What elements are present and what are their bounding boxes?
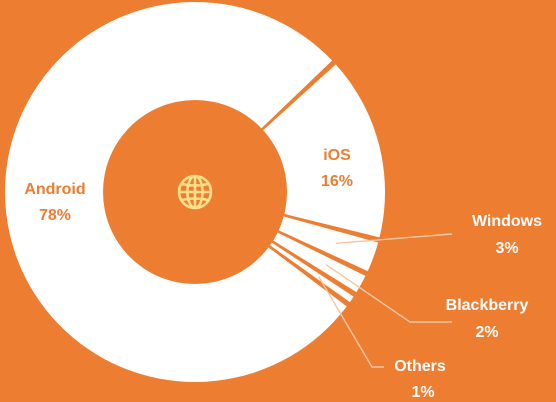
leader-line-others: [318, 276, 384, 368]
value-label-android: 78%: [39, 207, 71, 224]
slice-label-ios: iOS: [323, 147, 351, 164]
slice-label-blackberry: Blackberry: [446, 297, 529, 314]
slice-label-others: Others: [394, 358, 446, 375]
leader-line-windows: [335, 233, 453, 245]
value-label-blackberry: 2%: [475, 324, 498, 341]
slice-label-android: Android: [24, 181, 85, 198]
value-label-windows: 3%: [495, 240, 518, 257]
value-label-ios: 16%: [321, 173, 353, 190]
leader-lines: [318, 233, 453, 368]
globe-icon: [177, 174, 213, 210]
value-label-others: 1%: [411, 384, 434, 401]
slice-label-windows: Windows: [472, 213, 542, 230]
leader-line-blackberry: [325, 264, 452, 323]
